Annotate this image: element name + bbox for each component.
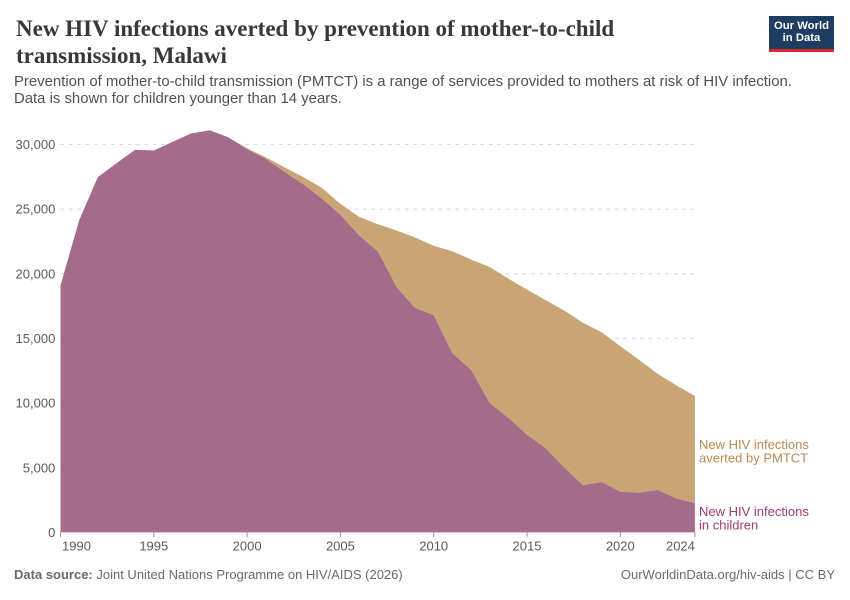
svg-text:5,000: 5,000 bbox=[23, 460, 56, 475]
svg-text:2015: 2015 bbox=[513, 539, 542, 554]
svg-text:25,000: 25,000 bbox=[16, 202, 56, 217]
svg-text:2005: 2005 bbox=[326, 539, 355, 554]
svg-text:1990: 1990 bbox=[62, 539, 91, 554]
svg-text:2010: 2010 bbox=[419, 539, 448, 554]
svg-text:0: 0 bbox=[48, 525, 55, 540]
svg-text:10,000: 10,000 bbox=[16, 396, 56, 411]
svg-text:New HIV infections: New HIV infections bbox=[699, 437, 809, 452]
svg-text:averted by PMTCT: averted by PMTCT bbox=[699, 450, 808, 465]
svg-text:2020: 2020 bbox=[606, 539, 635, 554]
svg-text:New HIV infections: New HIV infections bbox=[699, 504, 809, 519]
svg-text:in children: in children bbox=[699, 518, 758, 533]
svg-text:30,000: 30,000 bbox=[16, 137, 56, 152]
svg-text:15,000: 15,000 bbox=[16, 331, 56, 346]
svg-text:20,000: 20,000 bbox=[16, 266, 56, 281]
svg-text:1995: 1995 bbox=[139, 539, 168, 554]
svg-text:2000: 2000 bbox=[233, 539, 262, 554]
svg-text:2024: 2024 bbox=[666, 539, 695, 554]
